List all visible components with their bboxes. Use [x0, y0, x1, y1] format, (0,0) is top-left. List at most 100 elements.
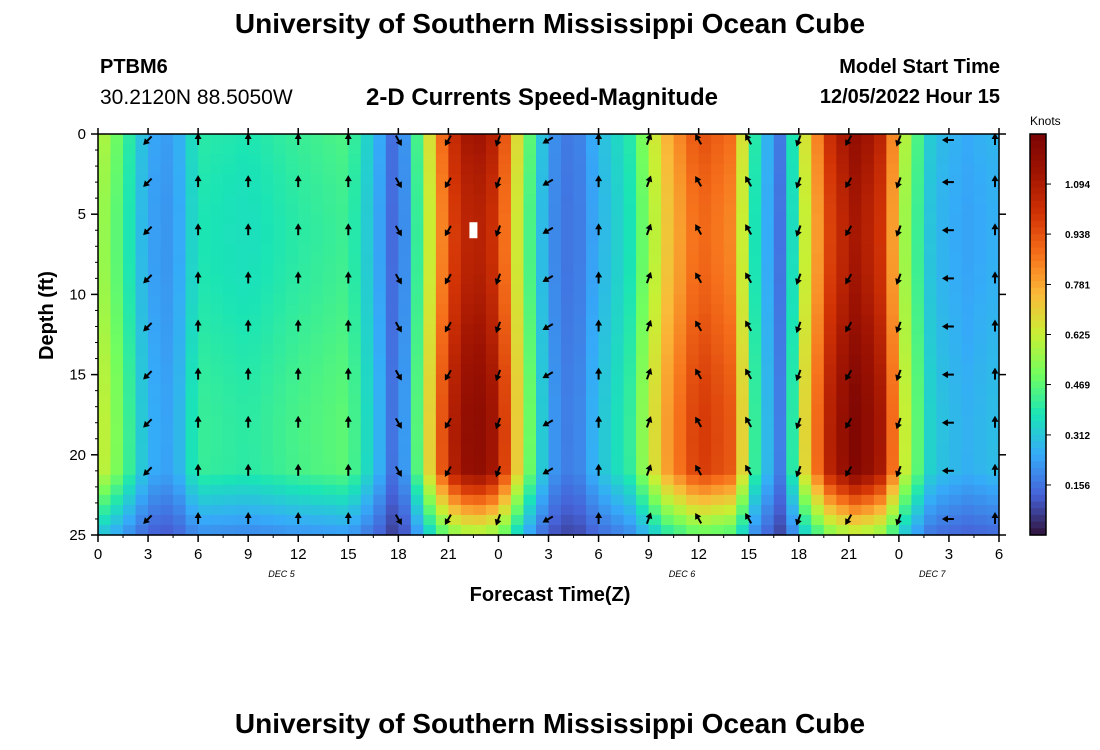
heatmap-cell: [611, 244, 625, 255]
heatmap-cell: [798, 174, 812, 185]
heatmap-cell: [160, 514, 174, 526]
heatmap-cell: [561, 354, 575, 366]
heatmap-cell: [410, 364, 424, 376]
heatmap-cell: [473, 404, 487, 416]
heatmap-cell: [723, 224, 737, 235]
heatmap-cell: [298, 424, 312, 436]
heatmap-cell: [535, 174, 550, 185]
heatmap-cell: [223, 304, 237, 316]
heatmap-cell: [623, 484, 637, 496]
heatmap-cell: [911, 354, 925, 366]
current-arrow: [845, 321, 853, 333]
heatmap-cell: [385, 254, 399, 265]
heatmap-cell: [285, 184, 299, 195]
colorbar-band: [1030, 508, 1046, 516]
heatmap-cell: [223, 324, 237, 336]
heatmap-cell: [498, 134, 512, 145]
heatmap-cell: [535, 144, 550, 155]
heatmap-cell: [586, 494, 600, 506]
heatmap-cell: [636, 344, 650, 356]
heatmap-cell: [611, 494, 625, 506]
heatmap-cell: [473, 294, 487, 306]
heatmap-cell: [761, 334, 775, 346]
heatmap-cell: [611, 264, 625, 275]
heatmap-cell: [523, 494, 537, 506]
heatmap-cell: [423, 484, 437, 496]
heatmap-cell: [435, 214, 449, 225]
heatmap-cell: [248, 194, 262, 205]
heatmap-cell: [573, 444, 587, 456]
heatmap-cell: [798, 264, 812, 275]
heatmap-cell: [573, 324, 587, 336]
heatmap-cell: [248, 204, 262, 215]
heatmap-cell: [898, 444, 912, 456]
colorbar-tick-label: 1.094: [1065, 180, 1090, 191]
heatmap-cell: [298, 304, 312, 316]
heatmap-cell: [360, 264, 374, 275]
current-arrow: [143, 177, 153, 188]
heatmap-cell: [686, 224, 700, 235]
heatmap-cell: [673, 384, 687, 396]
heatmap-cell: [535, 464, 550, 476]
heatmap-cell: [548, 474, 562, 486]
heatmap-cell: [923, 404, 938, 416]
heatmap-cell: [986, 304, 1000, 316]
heatmap-cell: [435, 424, 449, 436]
heatmap-cell: [711, 254, 725, 265]
heatmap-cell: [435, 434, 449, 446]
heatmap-cell: [948, 334, 963, 346]
heatmap-cell: [360, 474, 374, 486]
heatmap-cell: [510, 274, 525, 285]
heatmap-cell: [235, 144, 249, 155]
heatmap-cell: [273, 524, 287, 536]
heatmap-cell: [448, 204, 462, 215]
heatmap-cell: [573, 184, 587, 195]
heatmap-cell: [260, 134, 274, 145]
current-arrow: [745, 416, 753, 428]
heatmap-cell: [123, 294, 137, 306]
heatmap-cell: [611, 184, 625, 195]
heatmap-cell: [260, 284, 274, 296]
heatmap-cell: [185, 194, 199, 205]
heatmap-cell: [448, 524, 462, 536]
heatmap-cell: [586, 244, 600, 255]
heatmap-cell: [623, 394, 637, 406]
heatmap-cell: [798, 424, 812, 436]
heatmap-cell: [973, 194, 988, 205]
heatmap-cell: [335, 514, 349, 526]
heatmap-cell: [886, 504, 900, 516]
heatmap-cell: [498, 364, 512, 376]
heatmap-cell: [423, 444, 437, 456]
heatmap-cell: [823, 204, 837, 215]
heatmap-cell: [698, 154, 712, 165]
heatmap-cell: [223, 134, 237, 145]
heatmap-cell: [310, 284, 324, 296]
heatmap-cell: [886, 374, 900, 386]
heatmap-cell: [623, 524, 637, 536]
heatmap-cell: [335, 204, 349, 215]
heatmap-cell: [911, 524, 925, 536]
heatmap-cell: [260, 494, 274, 506]
heatmap-cell: [861, 154, 875, 165]
heatmap-cell: [623, 134, 637, 145]
heatmap-cell: [373, 364, 387, 376]
heatmap-cell: [623, 214, 637, 225]
heatmap-cell: [548, 294, 562, 306]
current-arrow: [244, 463, 252, 476]
heatmap-cell: [811, 404, 825, 416]
heatmap-cell: [485, 324, 500, 336]
heatmap-cell: [911, 214, 925, 225]
heatmap-cell: [485, 454, 500, 466]
heatmap-cell: [936, 164, 950, 175]
heatmap-cell: [623, 304, 637, 316]
heatmap-cell: [448, 384, 462, 396]
heatmap-cell: [811, 394, 825, 406]
heatmap-cell: [348, 294, 362, 306]
heatmap-cell: [523, 524, 537, 536]
heatmap-cell: [198, 234, 212, 245]
heatmap-cell: [98, 194, 112, 205]
heatmap-cell: [198, 454, 212, 466]
current-arrow: [991, 367, 999, 380]
heatmap-cell: [335, 414, 349, 426]
heatmap-cell: [723, 374, 737, 386]
